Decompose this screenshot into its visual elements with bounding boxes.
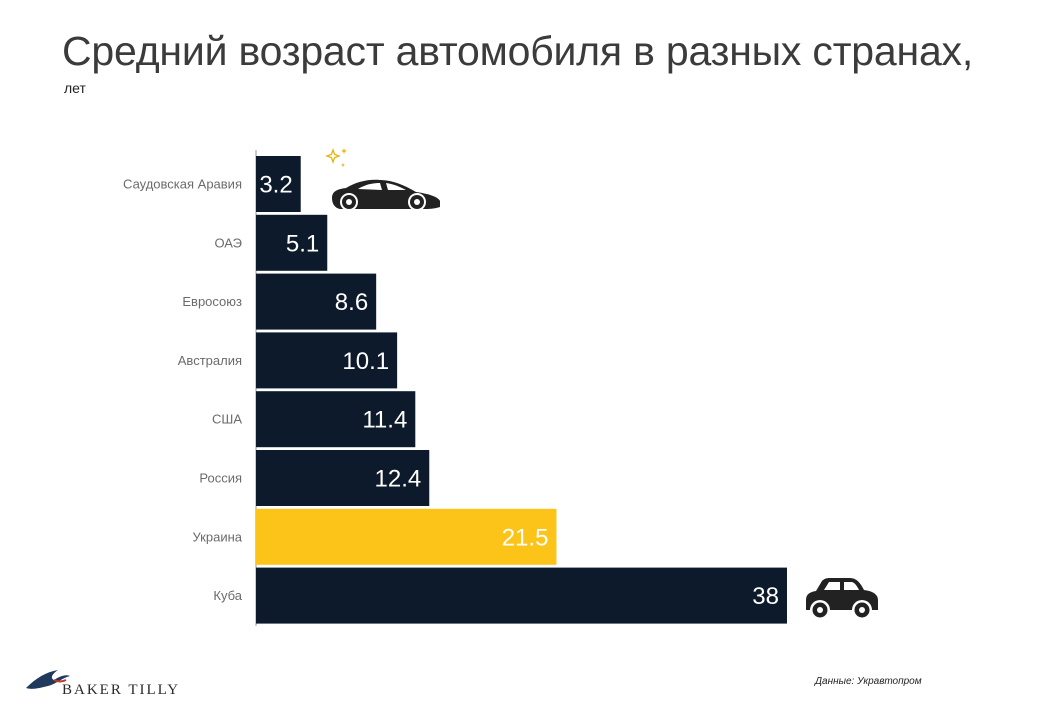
category-label: Россия [199,471,242,486]
value-label: 5.1 [286,230,319,257]
category-label: Украина [193,529,243,544]
bar-3 [256,273,377,330]
value-label: 3.2 [259,172,292,199]
value-label: 38 [752,583,779,610]
bar-5 [256,391,416,448]
source-note: Данные: Укравтопром [815,676,922,687]
chart-title: Средний возраст автомобиля в разных стра… [62,28,974,74]
category-label: Австралия [178,353,242,368]
baker-tilly-logo [26,670,70,689]
category-label: США [212,412,242,427]
bar-6 [256,450,430,506]
bar-2 [256,214,328,271]
chart-subtitle: лет [64,80,86,96]
category-label: Куба [213,588,242,603]
bars-layer: Саудовская Аравия 3.2 ОАЭ 5.1 Евросоюз 8.6 Авс… [123,156,787,624]
value-label: 11.4 [362,407,407,434]
sparkle-icon [325,148,347,167]
category-label: Саудовская Аравия [123,177,242,192]
bar-1 [256,156,301,212]
bar-7 [256,508,557,565]
logo-text: BAKER TILLY [62,682,181,698]
value-label: 10.1 [342,348,389,375]
bar-8 [256,567,787,624]
sports-car-icon [332,179,440,211]
value-label: 8.6 [335,289,368,316]
category-label: ОАЭ [214,235,242,250]
value-label: 21.5 [502,524,549,551]
category-label: Евросоюз [182,294,242,309]
old-car-icon [806,578,878,620]
value-label: 12.4 [375,466,422,493]
bar-4 [256,332,398,389]
